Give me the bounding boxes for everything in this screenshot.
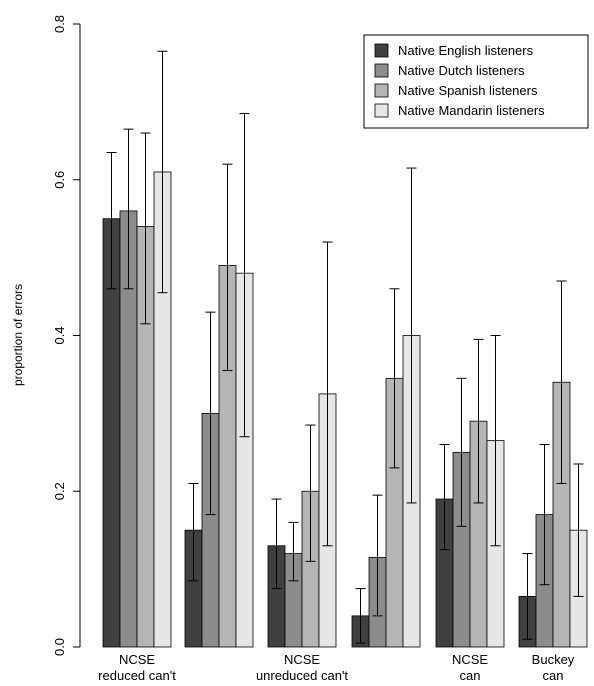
legend-box [363, 34, 589, 129]
y-tick-label: 0.6 [52, 171, 67, 189]
category-label: can [460, 668, 481, 683]
legend-swatch [374, 43, 389, 58]
y-tick-label: 0.4 [52, 326, 67, 344]
category-label: unreduced can't [256, 668, 348, 683]
y-axis: 0.0 0.2 0.4 0.6 0.8 [52, 15, 81, 656]
legend-label: Native Dutch listeners [398, 63, 525, 78]
category-label: can [543, 668, 564, 683]
legend: Native English listeners Native Dutch lis… [363, 34, 589, 129]
category-label: NCSE [119, 652, 155, 667]
category-label: NCSE [284, 652, 320, 667]
legend-label: Native Spanish listeners [398, 83, 538, 98]
category-label: NCSE [452, 652, 488, 667]
bars [102, 50, 588, 648]
legend-label: Native English listeners [398, 43, 534, 58]
legend-swatch [374, 103, 389, 118]
legend-swatch [374, 63, 389, 78]
y-tick-label: 0.2 [52, 482, 67, 500]
legend-label: Native Mandarin listeners [398, 103, 545, 118]
category-label: reduced can't [98, 668, 176, 683]
y-tick-label: 0.8 [52, 15, 67, 33]
category-label: Buckey [532, 652, 575, 667]
y-tick-label: 0.0 [52, 638, 67, 656]
legend-swatch [374, 83, 389, 98]
y-axis-label: proportion of errors [11, 284, 25, 386]
